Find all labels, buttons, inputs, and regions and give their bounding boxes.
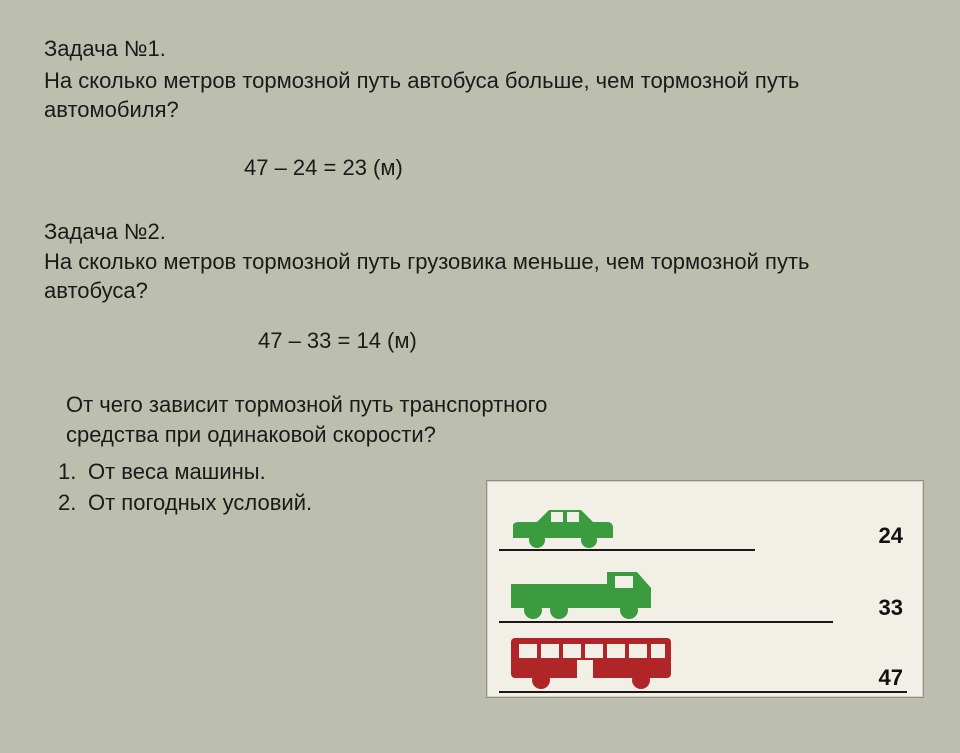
problem-1-text: На сколько метров тормозной путь автобус…	[44, 66, 884, 125]
distance-label: 33	[879, 595, 903, 621]
problem-1-answer: 47 – 24 = 23 (м)	[244, 155, 916, 181]
list-item-number: 1.	[58, 456, 88, 488]
list-item-text: От веса машины.	[88, 456, 266, 488]
list-item-text: От погодных условий.	[88, 487, 312, 519]
problem-1-title: Задача №1.	[44, 34, 916, 64]
problem-2-title: Задача №2.	[44, 217, 916, 247]
bus-icon	[507, 690, 677, 753]
list-item-number: 2.	[58, 487, 88, 519]
braking-distance-diagram: 24 33 47	[486, 480, 924, 698]
distance-label: 24	[879, 523, 903, 549]
question-text: От чего зависит тормозной путь транспорт…	[66, 390, 586, 449]
problem-2-answer: 47 – 33 = 14 (м)	[258, 328, 916, 354]
distance-label: 47	[879, 665, 903, 691]
problem-2-text: На сколько метров тормозной путь грузови…	[44, 247, 884, 306]
